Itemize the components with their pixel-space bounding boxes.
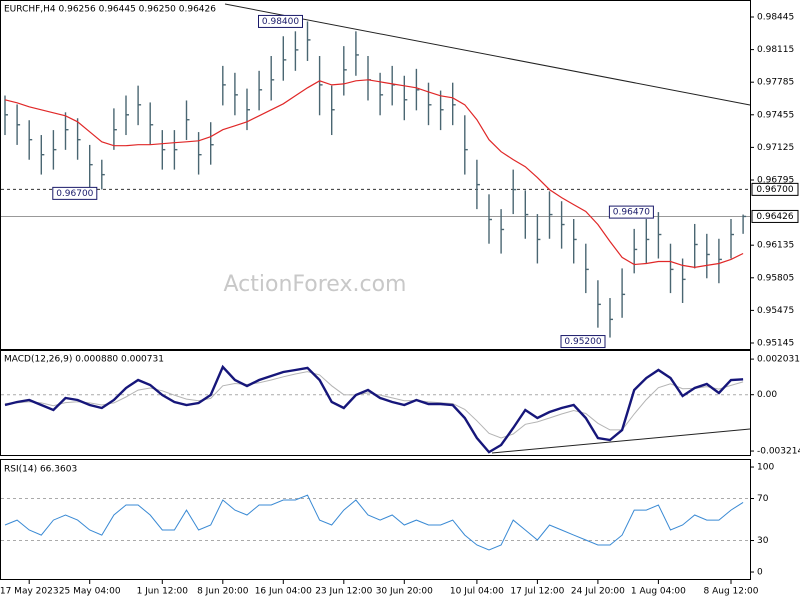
price-panel-frame bbox=[0, 0, 751, 350]
y-tick-label: 0.00 bbox=[757, 390, 777, 400]
y-tick-label: 100 bbox=[757, 463, 774, 473]
annotation-label: 0.96470 bbox=[613, 208, 650, 218]
y-tick-label: 0.002031 bbox=[757, 355, 800, 365]
y-tick-label: 30 bbox=[757, 536, 769, 546]
x-tick-label: 1 Aug 04:00 bbox=[631, 587, 686, 597]
y-tick-label: 0.95805 bbox=[757, 273, 794, 283]
moving-average bbox=[4, 79, 744, 269]
x-tick-label: 25 May 04:00 bbox=[59, 587, 121, 597]
annotation-box bbox=[560, 335, 606, 349]
y-tick-label: 0.97455 bbox=[757, 110, 794, 120]
x-tick-label: 10 Jul 04:00 bbox=[450, 587, 504, 597]
x-tick-label: 17 Jul 12:00 bbox=[510, 587, 564, 597]
macd-line bbox=[4, 364, 744, 454]
y-tick-label: 0.96135 bbox=[757, 241, 794, 251]
y-tick-label: 0 bbox=[757, 568, 763, 578]
rsi-line bbox=[4, 494, 744, 551]
x-tick-label: 16 Jun 04:00 bbox=[255, 587, 312, 597]
price-level-box bbox=[751, 209, 799, 223]
x-tick-label: 8 Jun 20:00 bbox=[197, 587, 249, 597]
price-level-label: 0.96426 bbox=[756, 212, 793, 222]
panel-title: EURCHF,H4 0.96256 0.96445 0.96250 0.9642… bbox=[4, 5, 216, 15]
y-tick-label: -0.003214 bbox=[757, 447, 800, 457]
watermark: ActionForex.com bbox=[224, 272, 407, 297]
annotation-label: 0.96700 bbox=[56, 189, 93, 199]
y-tick-label: 0.98115 bbox=[757, 45, 794, 55]
rsi-panel-frame bbox=[0, 459, 751, 580]
trend-line bbox=[224, 3, 751, 106]
y-tick-label: 70 bbox=[757, 494, 769, 504]
x-tick-label: 17 May 2023 bbox=[0, 587, 59, 597]
y-tick-label: 0.96795 bbox=[757, 175, 794, 185]
x-tick-label: 24 Jul 20:00 bbox=[571, 587, 625, 597]
y-tick-label: 0.97785 bbox=[757, 78, 794, 88]
x-tick-label: 1 Jun 12:00 bbox=[137, 587, 189, 597]
y-tick-label: 0.97125 bbox=[757, 143, 794, 153]
price-level-label: 0.96700 bbox=[756, 185, 793, 195]
x-tick-label: 30 Jun 20:00 bbox=[376, 587, 433, 597]
annotation-box bbox=[52, 186, 98, 200]
price-level-box bbox=[751, 182, 799, 196]
y-tick-label: 0.98445 bbox=[757, 12, 794, 22]
annotation-box bbox=[608, 205, 654, 219]
annotation-box bbox=[258, 14, 303, 28]
y-tick-label: 0.95475 bbox=[757, 306, 794, 316]
macd-trend-line bbox=[491, 428, 751, 454]
panel-title: RSI(14) 66.3603 bbox=[4, 465, 77, 475]
x-tick-label: 23 Jun 12:00 bbox=[315, 587, 372, 597]
y-tick-label: 0.95145 bbox=[757, 338, 794, 348]
macd-panel-frame bbox=[0, 350, 751, 456]
annotation-label: 0.98400 bbox=[262, 17, 299, 27]
annotation-label: 0.95200 bbox=[564, 337, 601, 347]
panel-title: MACD(12,26,9) 0.000880 0.000731 bbox=[4, 355, 164, 365]
x-tick-label: 8 Aug 12:00 bbox=[704, 587, 759, 597]
